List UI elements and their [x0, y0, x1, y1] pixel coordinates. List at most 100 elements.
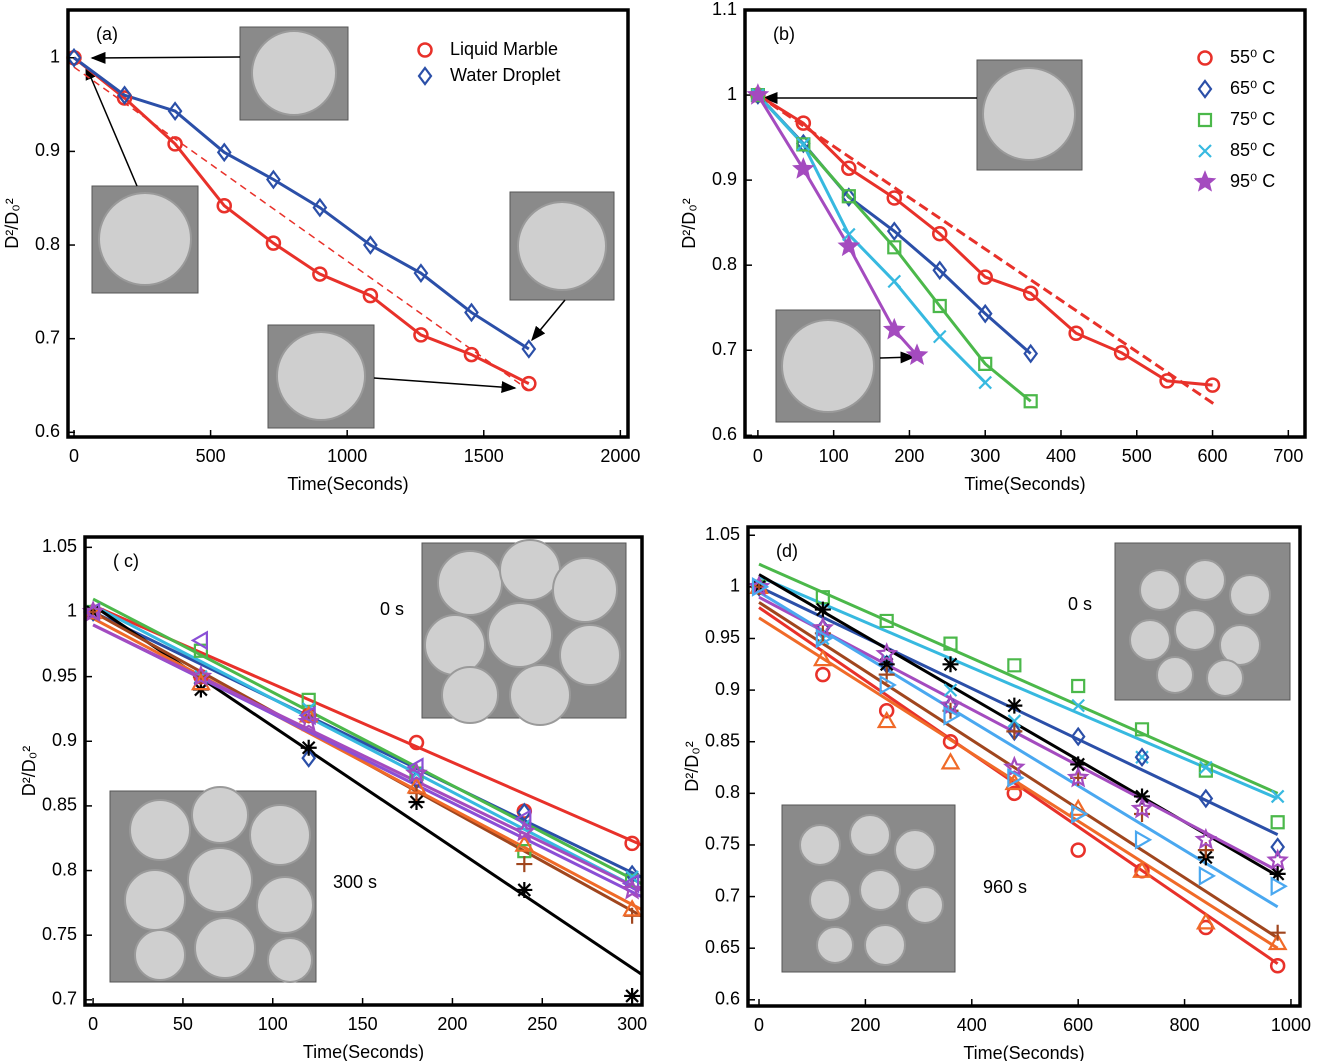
marker [1022, 285, 1039, 301]
y-tick-label: 0.8 [35, 234, 60, 254]
x-tick-label: 600 [1198, 446, 1228, 466]
marker [1198, 866, 1217, 886]
marker [298, 705, 319, 723]
arrow [373, 377, 517, 394]
marker [517, 844, 532, 859]
y-tick-label: 0.9 [35, 140, 60, 160]
marker [795, 115, 812, 131]
panel: 0 200 400 600 800 1000 0.6 0.65 0.7 0.75 0.8 0.85 0.… [682, 524, 1311, 1061]
legend-label: Liquid Marble [450, 39, 558, 59]
marker [297, 709, 321, 732]
marker [1269, 957, 1286, 974]
legend-label: 75⁰ C [1230, 109, 1275, 129]
x-tick-label: 150 [348, 1014, 378, 1034]
marker [878, 656, 895, 673]
marker [622, 899, 643, 917]
series-line [73, 56, 530, 385]
marker [512, 819, 536, 842]
marker [1004, 772, 1025, 791]
marbles [799, 814, 944, 966]
marker [811, 616, 835, 638]
marker [189, 664, 213, 687]
marker [312, 266, 328, 282]
marker [1134, 747, 1150, 768]
x-tick-label: 100 [819, 446, 849, 466]
fit-line [92, 604, 642, 892]
x-tick-label: 500 [1122, 446, 1152, 466]
marker [417, 66, 433, 86]
annotation: 0 s [1068, 594, 1092, 614]
y-tick-label: 0.6 [35, 421, 60, 441]
marker [814, 601, 831, 618]
marker [463, 346, 480, 363]
marker [1023, 343, 1039, 364]
arrow [531, 299, 566, 342]
marker [1007, 658, 1022, 673]
marker [978, 356, 993, 371]
marker [876, 710, 897, 729]
y-tick-label: 1.05 [705, 524, 740, 544]
marble [251, 30, 337, 116]
marker [624, 835, 640, 852]
x-tick-label: 0 [753, 446, 763, 466]
y-tick-label: 0.8 [712, 254, 737, 274]
y-tick-label: 0.7 [712, 339, 737, 359]
x-tick-label: 50 [173, 1014, 193, 1034]
marker [298, 705, 316, 726]
fit-line [758, 590, 1279, 909]
marker [1193, 170, 1217, 192]
annotation: 300 s [333, 872, 377, 892]
marble [98, 192, 192, 286]
panel-label: ( c) [113, 551, 139, 571]
marbles [124, 786, 314, 983]
marker [1007, 714, 1022, 728]
y-tick-label: 1.05 [42, 536, 77, 556]
marker [464, 302, 479, 323]
arrows [85, 51, 977, 394]
marker [1134, 829, 1153, 850]
marker [413, 327, 429, 343]
marker [932, 260, 948, 281]
marker [1195, 912, 1216, 930]
y-tick-label: 1 [730, 576, 740, 596]
marker [516, 856, 533, 873]
marker [841, 189, 856, 204]
plot-frame [746, 525, 1302, 1008]
marker [886, 221, 902, 241]
marker [1003, 755, 1026, 778]
marker [815, 590, 830, 605]
marker [978, 375, 992, 390]
y-tick-label: 1 [50, 47, 60, 67]
x-tick-label: 200 [894, 446, 924, 466]
panel-label: (a) [96, 24, 118, 44]
marker [875, 642, 899, 664]
marble [982, 67, 1076, 161]
marker [1071, 678, 1086, 694]
x-tick-label: 500 [196, 446, 226, 466]
x-tick-label: 200 [850, 1015, 880, 1035]
marker [1269, 924, 1286, 941]
marker [815, 628, 834, 649]
marker [406, 776, 427, 794]
marker [1198, 788, 1214, 809]
marker [1006, 785, 1023, 802]
x-tick-label: 1000 [1271, 1015, 1311, 1035]
y-tick-label: 0.75 [42, 924, 77, 944]
marker [301, 748, 317, 768]
marker [1132, 860, 1152, 878]
y-axis-label: D²/D₀² [679, 198, 699, 248]
marker [879, 675, 897, 695]
legend-label: Water Droplet [450, 65, 560, 85]
marker [977, 269, 993, 285]
x-axis-label: Time(Seconds) [287, 474, 408, 494]
x-tick-label: 0 [88, 1014, 98, 1034]
marker [621, 873, 640, 894]
marker [1071, 804, 1089, 824]
marker [521, 339, 537, 359]
marker [216, 142, 232, 163]
marker [1007, 767, 1025, 788]
marker [878, 703, 895, 719]
marker [943, 706, 961, 726]
marker [1070, 756, 1087, 773]
